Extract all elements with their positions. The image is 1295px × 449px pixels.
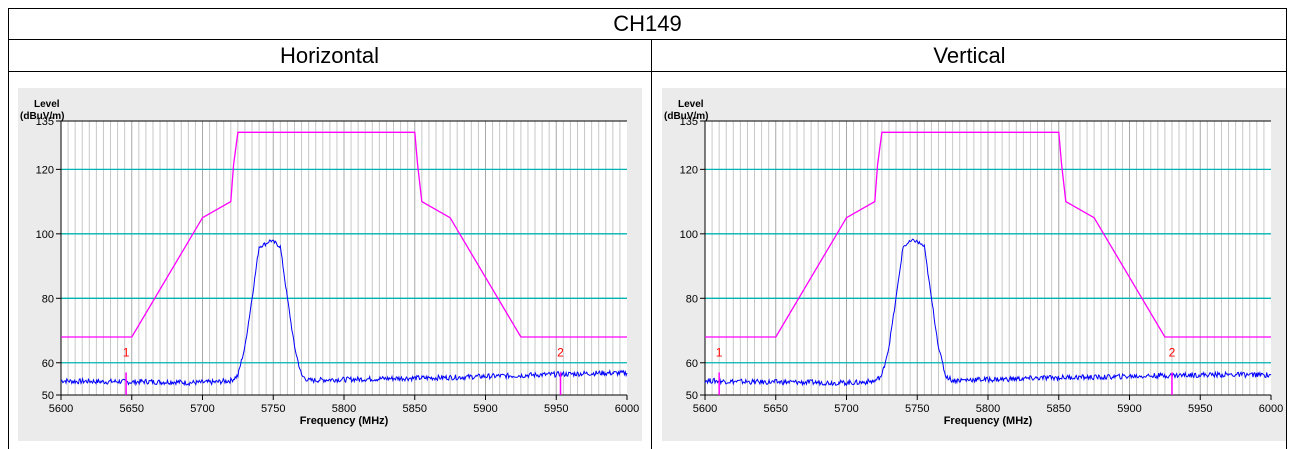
y-tick-label: 80 bbox=[42, 293, 54, 305]
y-tick-label: 120 bbox=[36, 164, 54, 176]
x-tick-label: 6000 bbox=[1259, 403, 1283, 415]
x-tick-label: 5850 bbox=[403, 403, 427, 415]
y-axis-label: Level bbox=[34, 99, 60, 110]
marker-2-label: 2 bbox=[557, 345, 564, 359]
limit-line bbox=[705, 131, 1271, 338]
y-axis-unit-label: (dBuV/m) bbox=[664, 111, 708, 122]
channel-title: CH149 bbox=[8, 8, 1287, 40]
x-tick-label: 5700 bbox=[190, 403, 214, 415]
polarization-vertical-header: Vertical bbox=[652, 40, 1287, 72]
vertical-spectrum-chart: 50 60 80 100 120 135 5600 5650 5700 5750 5800 5850 5… bbox=[664, 99, 1283, 427]
x-tick-label: 5800 bbox=[332, 403, 356, 415]
x-axis-label: Frequency (MHz) bbox=[944, 415, 1033, 427]
x-tick-label: 5900 bbox=[1117, 403, 1141, 415]
x-tick-label: 5600 bbox=[49, 403, 73, 415]
y-tick-label: 50 bbox=[42, 390, 54, 402]
x-tick-label: 5650 bbox=[764, 403, 788, 415]
column-divider bbox=[651, 72, 652, 449]
x-tick-label: 5850 bbox=[1047, 403, 1071, 415]
y-axis-label: Level bbox=[678, 99, 704, 110]
marker-1-label: 1 bbox=[123, 345, 130, 359]
y-tick-label: 100 bbox=[680, 229, 698, 241]
x-tick-label: 6000 bbox=[615, 403, 639, 415]
horizontal-chart-panel: 50 60 80 100 120 135 5600 5650 5700 5750 5800 5850 5… bbox=[18, 88, 642, 441]
y-axis-unit-label: (dBuV/m) bbox=[20, 111, 64, 122]
x-tick-label: 5600 bbox=[693, 403, 717, 415]
y-tick-label: 50 bbox=[686, 390, 698, 402]
vertical-chart-panel: 50 60 80 100 120 135 5600 5650 5700 5750 5800 5850 5… bbox=[662, 88, 1286, 441]
y-tick-label: 135 bbox=[36, 116, 54, 128]
x-axis-label: Frequency (MHz) bbox=[300, 415, 389, 427]
x-tick-label: 5650 bbox=[120, 403, 144, 415]
results-table bbox=[8, 8, 1287, 449]
x-tick-label: 5950 bbox=[1188, 403, 1212, 415]
y-tick-label: 120 bbox=[680, 164, 698, 176]
x-tick-label: 5750 bbox=[261, 403, 285, 415]
x-tick-label: 5950 bbox=[544, 403, 568, 415]
polarization-horizontal-header: Horizontal bbox=[8, 40, 652, 72]
y-tick-label: 100 bbox=[36, 229, 54, 241]
y-tick-label: 60 bbox=[686, 358, 698, 370]
y-tick-label: 60 bbox=[42, 358, 54, 370]
limit-line bbox=[61, 131, 627, 338]
measurement-trace bbox=[60, 239, 628, 387]
x-tick-label: 5750 bbox=[905, 403, 929, 415]
x-tick-label: 5800 bbox=[976, 403, 1000, 415]
marker-1-label: 1 bbox=[716, 345, 723, 359]
horizontal-spectrum-chart: 50 60 80 100 120 135 5600 5650 5700 5750 5800 5850 5… bbox=[20, 99, 639, 427]
y-tick-label: 135 bbox=[680, 116, 698, 128]
x-tick-label: 5700 bbox=[834, 403, 858, 415]
measurement-trace bbox=[704, 238, 1272, 387]
marker-2-label: 2 bbox=[1169, 345, 1176, 359]
y-tick-label: 80 bbox=[686, 293, 698, 305]
x-tick-label: 5900 bbox=[473, 403, 497, 415]
